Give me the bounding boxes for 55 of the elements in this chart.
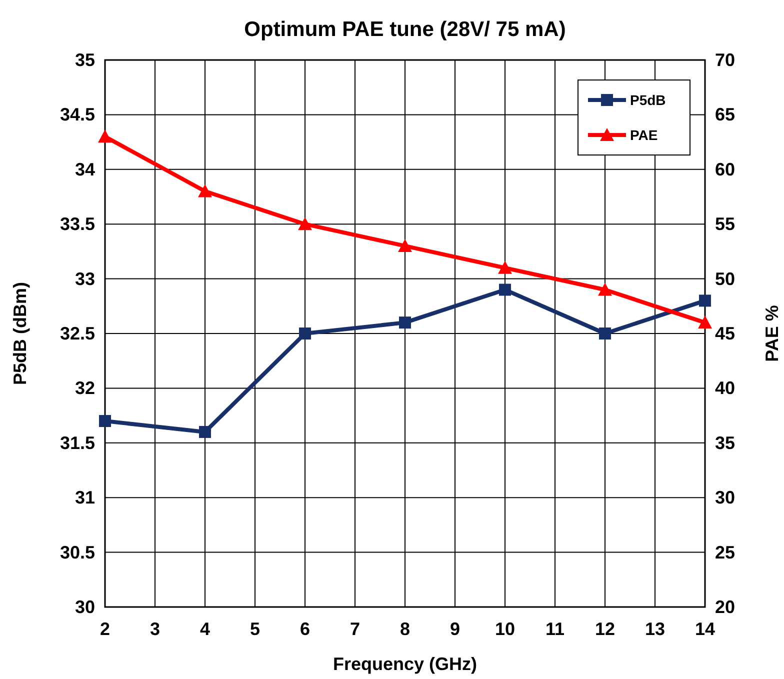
y-tick-label: 33.5 [60,214,95,234]
x-tick-label: 5 [250,619,260,639]
y2-tick-label: 40 [715,378,736,398]
point [298,217,312,230]
y2-tick-label: 35 [715,432,736,453]
point [198,184,212,198]
x-tick-label: 14 [694,619,716,639]
y-tick-label: 31.5 [60,432,95,453]
point [399,316,411,329]
point [99,415,111,428]
point [199,426,211,438]
x-tick-label: 12 [594,619,616,639]
point [98,130,112,143]
x-tick-label: 10 [494,619,516,639]
point [698,316,712,329]
y-tick-label: 30.5 [60,542,95,562]
x-tick-label: 11 [545,619,565,639]
y2-tick-label: 45 [715,324,736,344]
y2-axis-title: PAE % [762,305,782,362]
point [499,284,511,296]
x-tick-label: 7 [350,619,360,639]
x-tick-label: 8 [400,619,410,639]
point [299,328,311,340]
x-tick-label: 3 [150,619,160,639]
y-tick-label: 32 [74,378,95,398]
chart-title: Optimum PAE tune (28V/ 75 mA) [244,18,566,41]
y-tick-label: 34 [74,159,95,180]
legend-label: P5dB [630,92,666,108]
point [599,328,611,340]
x-axis-title: Frequency (GHz) [332,654,478,674]
y2-tick-label: 30 [715,488,736,508]
y-tick-label: 34.5 [60,104,95,125]
y-tick-label: 35 [74,50,95,70]
point [498,260,512,274]
legend-label: PAE [630,127,658,143]
x-tick-label: 2 [100,619,110,639]
x-tick-label: 13 [644,619,666,639]
y2-tick-label: 50 [715,268,736,289]
y2-tick-label: 55 [715,214,736,234]
point [598,282,612,296]
point [398,238,412,252]
y-tick-label: 31 [74,488,95,508]
y2-tick-label: 70 [715,50,736,70]
y2-tick-label: 20 [715,597,736,617]
x-tick-label: 6 [300,619,310,639]
y2-tick-label: 60 [715,159,736,180]
y-tick-label: 33 [74,268,95,289]
point [699,294,711,307]
y-tick-label: 30 [74,597,95,617]
x-tick-label: 4 [200,619,210,639]
x-tick-label: 9 [450,619,460,639]
y2-tick-label: 65 [715,104,736,125]
y-tick-label: 32.5 [60,324,95,344]
y-axis-title: P5dB (dBm) [10,282,30,385]
y2-tick-label: 25 [715,542,736,562]
